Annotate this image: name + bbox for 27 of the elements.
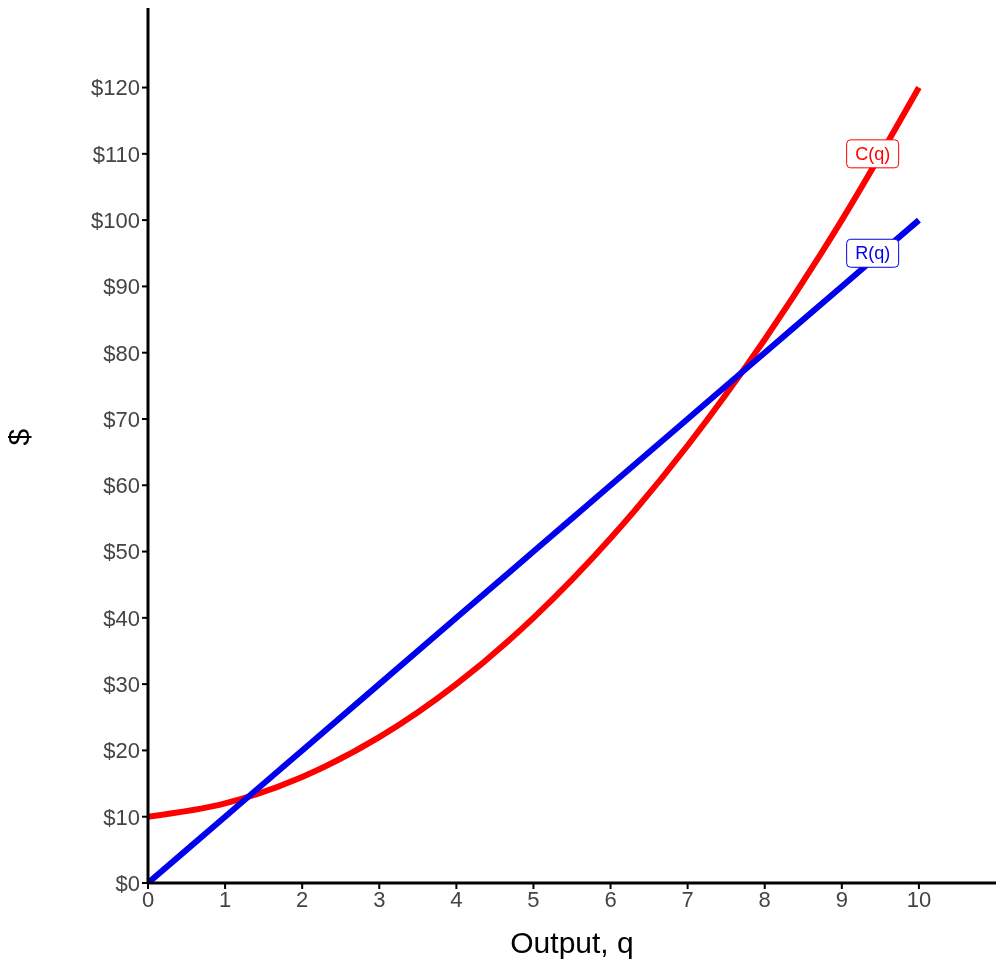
x-tick-label: 3 bbox=[373, 886, 386, 912]
x-tick-label: 7 bbox=[681, 886, 694, 912]
y-tick-label: $90 bbox=[103, 274, 140, 300]
y-tick-label: $70 bbox=[103, 406, 140, 432]
x-tick-label: 4 bbox=[450, 886, 463, 912]
y-tick-label: $20 bbox=[103, 738, 140, 764]
x-tick-label: 6 bbox=[604, 886, 617, 912]
annotation: R(q) bbox=[855, 243, 891, 264]
x-tick-label: 5 bbox=[527, 886, 540, 912]
y-tick-label: $60 bbox=[103, 473, 140, 499]
y-tick-label: $110 bbox=[92, 141, 140, 167]
x-tick-label: 2 bbox=[296, 886, 309, 912]
y-tick-label: $100 bbox=[91, 207, 140, 233]
y-tick-label: $120 bbox=[91, 75, 140, 101]
y-tick-label: $10 bbox=[103, 804, 140, 830]
x-tick-label: 9 bbox=[835, 886, 848, 912]
x-tick-label: 1 bbox=[218, 886, 232, 912]
x-tick-label: 0 bbox=[141, 886, 155, 912]
annotation: C(q) bbox=[855, 143, 891, 164]
y-tick-label: $30 bbox=[103, 671, 140, 697]
y-tick-label: $0 bbox=[115, 870, 140, 896]
y-tick-label: $40 bbox=[103, 605, 140, 631]
y-tick-label: $80 bbox=[103, 340, 140, 366]
x-axis-title: Output, q bbox=[510, 926, 634, 959]
x-tick-label: 8 bbox=[758, 886, 771, 912]
y-tick-label: $50 bbox=[103, 539, 140, 565]
x-tick-label: 10 bbox=[906, 886, 932, 912]
